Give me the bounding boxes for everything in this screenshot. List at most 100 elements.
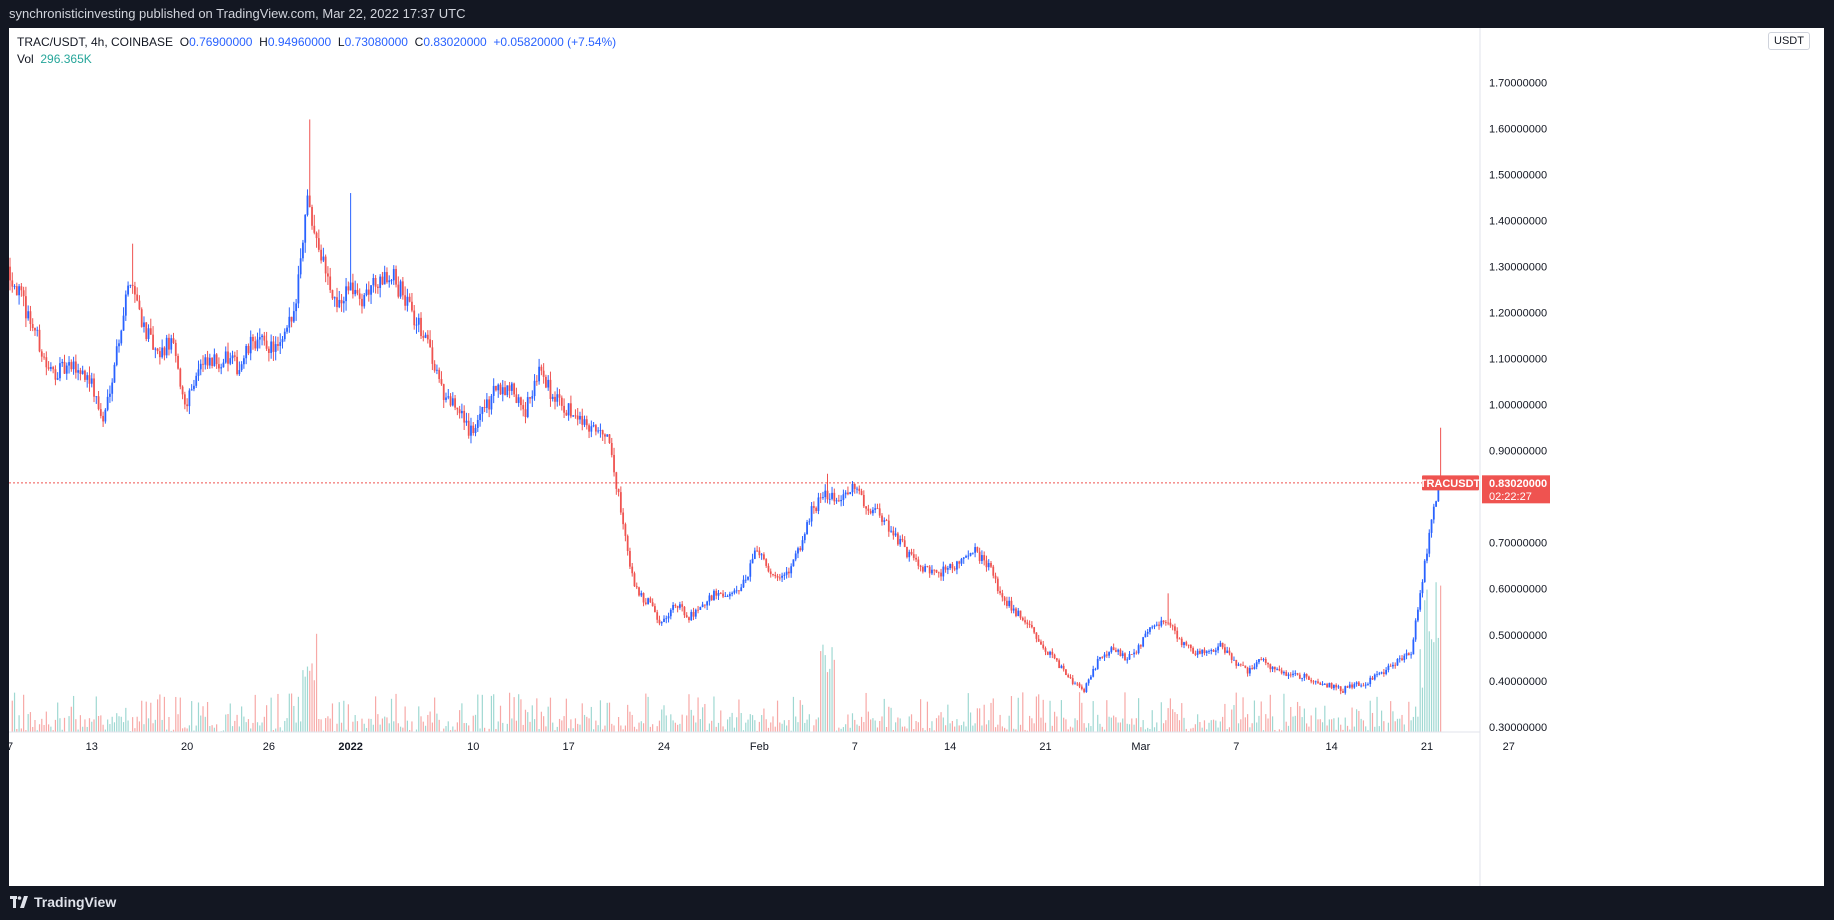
candle-body — [1210, 649, 1213, 652]
candle-body — [1351, 684, 1353, 688]
volume-bar — [1258, 715, 1260, 732]
candle-body — [197, 369, 200, 376]
candle-body — [928, 566, 931, 574]
candle-body — [706, 601, 709, 606]
candle-body — [1264, 659, 1267, 663]
candle-body — [753, 550, 756, 559]
volume-bar — [781, 723, 783, 732]
volume-bar — [1335, 729, 1337, 732]
candle-body — [1435, 501, 1437, 507]
volume-bar — [704, 703, 706, 732]
footer-bar: TradingView — [0, 886, 1834, 920]
volume-bar — [881, 716, 883, 732]
volume-bar — [1262, 730, 1265, 732]
volume-bar — [68, 716, 70, 732]
volume-bar — [1072, 727, 1074, 732]
candle-body — [392, 268, 395, 281]
candle-body — [1230, 653, 1233, 660]
candle-body — [124, 294, 127, 316]
volume-bar — [944, 725, 947, 732]
volume-bar — [1219, 721, 1221, 732]
candle-body — [1278, 668, 1281, 671]
volume-bar — [801, 704, 804, 732]
candle-body — [599, 430, 602, 431]
candle-body — [763, 554, 765, 560]
candle-body — [81, 370, 84, 374]
candle-body — [701, 604, 704, 607]
time-tick-label: 17 — [563, 741, 575, 753]
time-axis[interactable]: 7 13 20 26 2022 10 17 24 Feb 7 14 21 Mar 7 14 21 27 — [9, 741, 1515, 753]
candle-body — [1010, 600, 1013, 611]
close-value: 0.83020000 — [423, 35, 487, 49]
candle-body — [885, 520, 888, 522]
candle-body — [1248, 668, 1251, 674]
candle-body — [535, 380, 538, 382]
candle-body — [1258, 659, 1260, 663]
volume-bar — [370, 718, 372, 732]
publish-bar: synchronisticinvesting published on Trad… — [0, 0, 1834, 28]
chart-panel[interactable]: 1.70000000 1.60000000 1.50000000 1.40000000… — [9, 28, 1824, 886]
candle-body — [1344, 686, 1347, 693]
volume-bar — [629, 711, 631, 732]
volume-bar — [1351, 707, 1353, 732]
volume-bar — [1337, 717, 1340, 732]
candle-body — [740, 587, 743, 591]
volume-bar — [381, 718, 384, 732]
volume-bar — [290, 693, 293, 732]
candle-body — [1065, 669, 1067, 676]
candle-body — [604, 434, 606, 437]
time-tick-label: 20 — [181, 741, 193, 753]
candle-body — [842, 494, 845, 500]
volume-bar — [665, 715, 667, 732]
candle-body — [361, 298, 363, 307]
last-price-tag: TRACUSDT 0.83020000 02:22:27 — [1420, 475, 1550, 504]
candle-body — [317, 238, 320, 250]
volume-bar — [870, 719, 872, 732]
volume-bar — [1074, 718, 1076, 732]
volume-bar — [1267, 718, 1269, 732]
candle-body — [971, 552, 974, 554]
candle-body — [1042, 644, 1045, 649]
candle-body — [862, 494, 865, 507]
volume-bar — [1294, 715, 1296, 732]
candle-body — [683, 606, 686, 616]
volume-bar — [488, 728, 490, 732]
volume-bar — [1306, 723, 1308, 732]
candle-body — [1151, 626, 1154, 628]
candle-body — [404, 295, 407, 306]
candle-body — [1126, 659, 1129, 661]
candle-body — [565, 412, 568, 416]
volume-bar — [1106, 700, 1108, 732]
candle-body — [508, 385, 511, 391]
volume-bar — [152, 723, 154, 732]
volume-bar — [1358, 710, 1360, 732]
candle-body — [944, 566, 947, 570]
volume-bar — [1378, 726, 1380, 732]
price-chart[interactable]: 1.70000000 1.60000000 1.50000000 1.40000000… — [9, 28, 1824, 886]
volume-bar — [1183, 717, 1185, 732]
volume-bar — [1299, 706, 1301, 732]
tradingview-logo[interactable]: TradingView — [10, 894, 116, 910]
volume-bar — [656, 726, 658, 732]
candle-body — [765, 559, 768, 566]
candle-body — [690, 611, 693, 621]
volume-bar — [84, 719, 86, 732]
currency-button[interactable]: USDT — [1768, 32, 1810, 50]
volume-bar — [209, 726, 211, 732]
candle-body — [422, 336, 425, 338]
volume-bar — [1004, 727, 1006, 732]
volume-bar — [1301, 717, 1303, 732]
candle-body — [329, 276, 332, 291]
candle-body — [127, 285, 129, 295]
symbol-label[interactable]: TRAC/USDT, 4h, COINBASE — [17, 35, 174, 49]
volume-bar — [527, 712, 529, 732]
candle-body — [1312, 681, 1315, 683]
candle-body — [54, 369, 57, 380]
candle-body — [1212, 649, 1215, 652]
price-axis[interactable]: 1.70000000 1.60000000 1.50000000 1.40000000… — [1489, 78, 1547, 734]
volume-bar — [611, 723, 613, 732]
candle-body — [93, 378, 95, 397]
candle-body — [1219, 642, 1222, 647]
volume-bar — [711, 720, 713, 732]
candle-body — [1294, 673, 1297, 675]
